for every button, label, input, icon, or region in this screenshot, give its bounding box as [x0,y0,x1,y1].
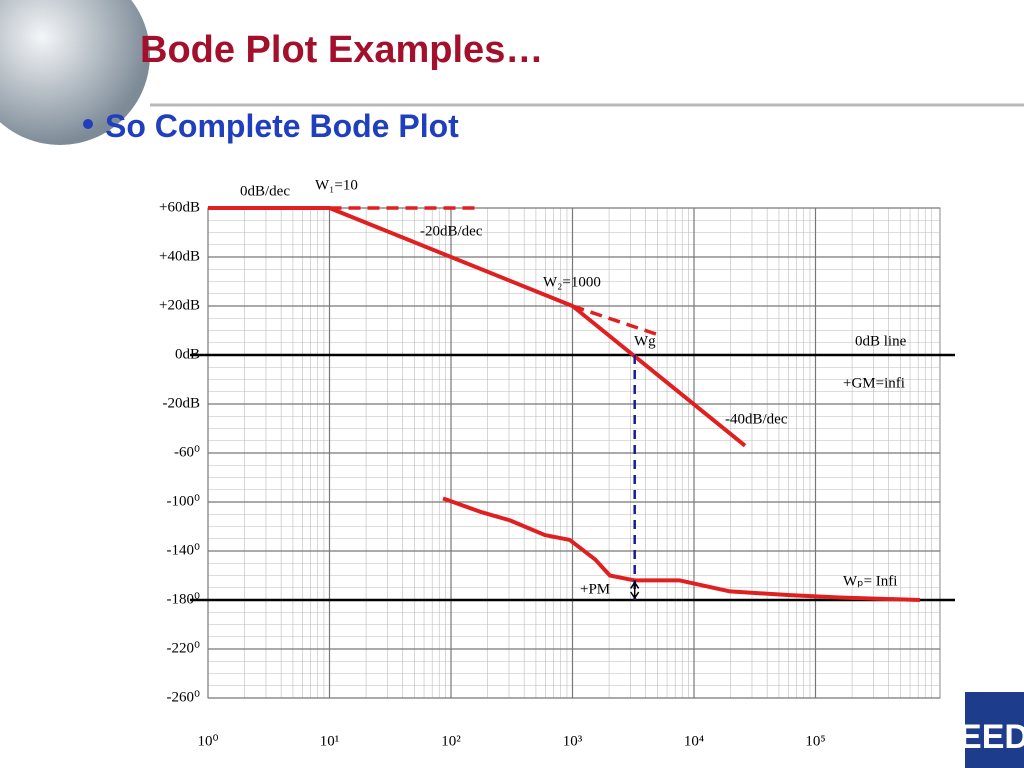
bode-curve [208,206,747,448]
y-tick-label: +20dB [159,297,200,313]
bullet-text: So Complete Bode Plot [105,108,459,144]
globe-decoration [0,0,150,145]
y-tick-label: -100⁰ [166,493,200,509]
y-tick-label: -60⁰ [174,444,200,460]
annotation: 0dB line [855,333,907,349]
y-tick-label: +40dB [159,248,200,264]
logo-text: EED [959,718,1024,756]
annotation: Wg [634,333,656,349]
annotation: 0dB/dec [240,183,290,199]
pm-arrow-head [630,581,640,600]
y-tick-label: -20dB [163,395,201,411]
annotation: Wₚ= Infi [843,573,897,589]
logo [965,692,1024,768]
x-tick-label: 10³ [563,733,583,749]
annotation: W₁=10 [315,177,358,193]
x-tick-label: 10⁵ [805,733,825,749]
annotation: +GM=infi [843,375,905,391]
x-tick-label: 10⁴ [684,733,704,749]
annotation: -40dB/dec [725,411,788,427]
x-tick-label: 10¹ [320,733,340,749]
annotation: -20dB/dec [420,223,483,239]
y-tick-label: -180⁰ [166,591,200,607]
annotation: W₂=1000 [543,274,601,290]
bode-plot: 10⁰ 10¹ 10² 10³ 10⁴ 10⁵ +60dB +40dB +20dB 0dB -20d… [159,177,955,749]
y-tick-label: -260⁰ [166,689,200,705]
y-tick-label: -140⁰ [166,542,200,558]
x-tick-label: 10² [441,733,461,749]
annotation: +PM [580,581,610,597]
slide-title: Bode Plot Examples… [140,29,543,71]
bullet-dot [83,119,93,129]
y-tick-label: -220⁰ [166,640,200,656]
bode-curve [442,496,921,602]
asymptote-extension [571,304,661,338]
y-tick-label: +60dB [159,199,200,215]
y-tick-label: 0dB [175,346,200,362]
x-tick-label: 10⁰ [197,733,218,749]
